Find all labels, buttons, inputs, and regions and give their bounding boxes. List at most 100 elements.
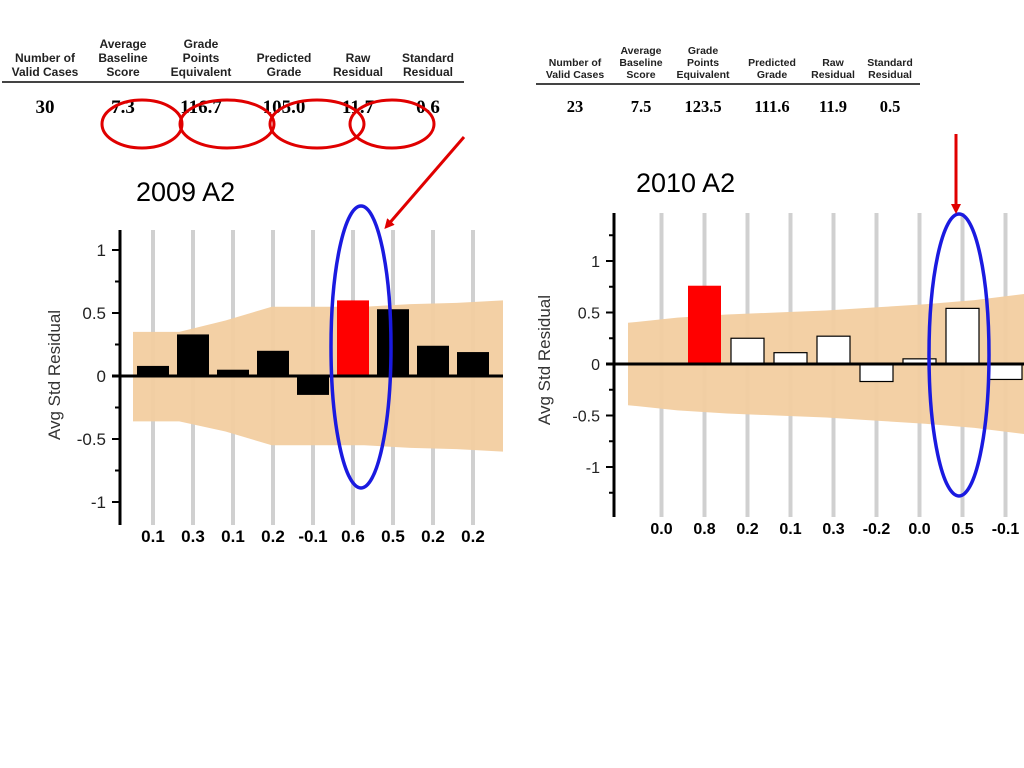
header-valid-cases: Number of Valid Cases: [536, 45, 614, 85]
header-line: Average: [99, 37, 147, 51]
stats-table-2010: Number of Valid Cases Average Baseline Scor…: [536, 45, 920, 129]
category-label: 0.2: [261, 527, 285, 546]
chart-1: 1 0.5 0 -0.5 -1 Avg Std Residual 0.0 0.8 0.2 0.1 0…: [535, 213, 1024, 538]
bar: [137, 365, 169, 376]
header-standard-residual: Standard Residual: [392, 37, 464, 83]
bar: [337, 300, 369, 376]
header-line: Number of: [15, 51, 75, 65]
grade-points-value: 123.5: [684, 97, 722, 116]
category-label: 0.3: [822, 521, 844, 538]
category-label: 0.2: [736, 521, 758, 538]
header-baseline-score: Average Baseline Score: [614, 45, 668, 85]
bar: [377, 309, 409, 376]
annotations: [100, 98, 991, 498]
y-tick-label: -1: [586, 460, 600, 477]
header-line: Score: [106, 65, 140, 79]
standard-residual-value: 0.5: [879, 97, 901, 116]
bar: [257, 350, 289, 376]
header-line: Equivalent: [676, 69, 730, 81]
y-tick-label: -1: [91, 493, 106, 512]
y-tick-label: -0.5: [77, 430, 106, 449]
y-tick-label: 1: [97, 241, 106, 260]
header-valid-cases: Number of Valid Cases: [2, 37, 88, 83]
bar: [177, 334, 209, 376]
header-line: Grade: [183, 37, 219, 51]
blue-ellipse-annotation: [927, 212, 991, 498]
category-label: 0.0: [908, 521, 930, 538]
category-label: 0.5: [951, 521, 973, 538]
y-tick-label: 0.5: [578, 306, 600, 323]
category-label: 0.5: [381, 527, 405, 546]
category-label: -0.1: [992, 521, 1020, 538]
header-line: Residual: [811, 69, 855, 81]
y-axis-label: Avg Std Residual: [535, 295, 554, 425]
category-label: 0.8: [693, 521, 715, 538]
header-line: Valid Cases: [545, 69, 605, 81]
header-line: Score: [626, 69, 656, 81]
bar: [297, 376, 329, 395]
header-line: Raw: [822, 57, 844, 69]
table-row: 23 7.5 123.5 111.6 11.9 0.5: [536, 84, 920, 129]
bar: [859, 363, 894, 383]
bar: [217, 369, 249, 376]
category-label: 0.2: [421, 527, 445, 546]
bar: [773, 352, 808, 365]
header-line: Standard: [401, 51, 454, 65]
valid-cases-value: 23: [566, 97, 584, 116]
y-tick-label: 1: [591, 254, 600, 271]
header-baseline-score: Average Baseline Score: [88, 37, 158, 83]
y-tick-label: -0.5: [572, 409, 600, 426]
header-line: Baseline: [98, 51, 148, 65]
header-predicted-grade: Predicted Grade: [244, 37, 324, 83]
header-grade-points: Grade Points Equivalent: [158, 37, 244, 83]
header-line: Residual: [402, 65, 453, 79]
bar: [417, 345, 449, 376]
red-circle-annotation: [348, 98, 436, 150]
header-predicted-grade: Predicted Grade: [738, 45, 806, 85]
stats-table-2009: Number of Valid Cases Average Baseline Scor…: [2, 37, 464, 133]
header-line: Equivalent: [170, 65, 232, 79]
header-line: Valid Cases: [11, 65, 79, 79]
header-line: Residual: [332, 65, 383, 79]
header-line: Points: [182, 51, 220, 65]
predicted-grade-value: 111.6: [754, 97, 790, 116]
header-grade-points: Grade Points Equivalent: [668, 45, 738, 85]
red-circle-annotation: [268, 98, 366, 150]
raw-residual-value: 11.9: [819, 97, 847, 116]
red-arrow-2009: [384, 136, 466, 230]
header-line: Grade: [756, 69, 788, 81]
category-label: 0.1: [141, 527, 165, 546]
header-raw-residual: Raw Residual: [324, 37, 392, 83]
header-line: Residual: [868, 69, 912, 81]
red-circle-annotation: [178, 98, 276, 150]
header-line: Predicted: [256, 51, 312, 65]
header-line: Grade: [266, 65, 302, 79]
header-line: Points: [686, 57, 720, 69]
red-circle-annotation: [100, 98, 184, 150]
header-line: Raw: [345, 51, 371, 65]
category-label: -0.2: [863, 521, 891, 538]
raw-residual-value: 11.7: [341, 97, 375, 118]
baseline-score-value: 7.5: [630, 97, 652, 116]
header-line: Number of: [548, 57, 602, 69]
category-label: 0.6: [341, 527, 365, 546]
header-line: Grade: [687, 45, 719, 57]
standard-residual-value: 0.6: [416, 97, 440, 118]
bar: [688, 285, 721, 364]
category-label: 0.1: [779, 521, 801, 538]
category-label: 0.3: [181, 527, 205, 546]
header-line: Baseline: [619, 57, 663, 69]
header-raw-residual: Raw Residual: [806, 45, 860, 85]
header-line: Predicted: [748, 57, 796, 69]
y-axis-label: Avg Std Residual: [45, 310, 64, 440]
category-label: 0.0: [650, 521, 672, 538]
y-tick-label: 0.5: [82, 304, 106, 323]
valid-cases-value: 30: [35, 97, 55, 118]
header-line: Average: [620, 45, 662, 57]
y-tick-label: 0: [591, 357, 600, 374]
bar: [730, 337, 765, 365]
bar: [988, 363, 1023, 381]
chart-title-2010: 2010 A2: [636, 168, 736, 198]
